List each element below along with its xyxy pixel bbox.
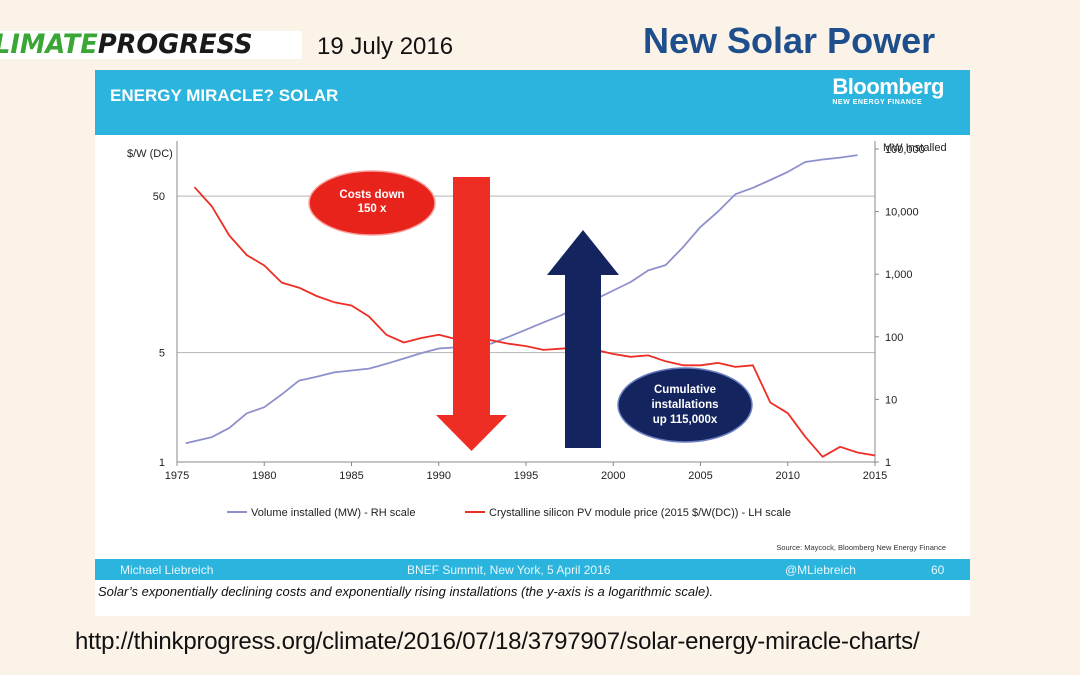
x-tick-label: 1980	[252, 470, 276, 482]
x-tick-label: 1990	[427, 470, 451, 482]
source-url[interactable]: http://thinkprogress.org/climate/2016/07…	[75, 628, 920, 655]
logo-suffix: PROGRESS	[97, 29, 253, 60]
left-axis-label: $/W (DC)	[127, 148, 173, 160]
left-tick-label: 50	[153, 191, 165, 203]
logo-prefix: LIMATE	[0, 29, 98, 60]
right-axis-label: MW Installed	[883, 142, 947, 154]
legend: Volume installed (MW) - RH scale Crystal…	[227, 507, 791, 519]
costs-down-label-2: 150 x	[358, 203, 387, 215]
gridlines	[177, 195, 875, 354]
left-tick-label: 5	[159, 348, 165, 360]
right-tick-label: 1	[885, 457, 891, 469]
slide: ENERGY MIRACLE? SOLAR Bloomberg NEW ENER…	[95, 70, 970, 616]
costs-down-label-1: Costs down	[339, 189, 404, 201]
installations-ellipse	[617, 367, 753, 443]
right-tick-labels: 100,000 10,000 1,000 100 10 1	[875, 144, 925, 469]
right-tick-label: 100	[885, 332, 903, 344]
chart: $/W (DC) MW Installed 50 5 1 100,000 10,000…	[127, 141, 947, 552]
installations-label-3: up 115,000x	[653, 414, 718, 426]
installations-label-2: installations	[651, 399, 718, 411]
footer-page-number: 60	[931, 563, 945, 577]
installations-up-arrow	[547, 230, 619, 448]
footer-author: Michael Liebreich	[120, 563, 214, 577]
series-layer	[185, 154, 876, 458]
footer-event: BNEF Summit, New York, 5 April 2016	[407, 563, 611, 577]
volume-installed-line	[185, 154, 858, 445]
slide-title: ENERGY MIRACLE? SOLAR	[110, 86, 339, 105]
costs-down-arrow	[436, 177, 507, 451]
slide-footer: Michael Liebreich BNEF Summit, New York,…	[95, 559, 970, 580]
right-tick-label: 1,000	[885, 269, 913, 281]
slide-header: ENERGY MIRACLE? SOLAR Bloomberg NEW ENER…	[95, 70, 970, 135]
x-tick-label: 2015	[863, 470, 887, 482]
page-title: New Solar Power	[643, 20, 936, 61]
legend-label-volume: Volume installed (MW) - RH scale	[251, 507, 415, 519]
x-tick-label: 2010	[776, 470, 800, 482]
footer-handle: @MLiebreich	[785, 563, 856, 577]
brand-sub: NEW ENERGY FINANCE	[832, 99, 923, 106]
x-tick-label: 2005	[688, 470, 712, 482]
legend-label-price: Crystalline silicon PV module price (201…	[489, 507, 791, 519]
figure-caption: Solar’s exponentially declining costs an…	[98, 584, 714, 599]
right-tick-label: 100,000	[885, 144, 925, 156]
climateprogress-logo: LIMATEPROGRESS	[0, 31, 302, 59]
left-tick-labels: 50 5 1	[153, 191, 165, 469]
article-date: 19 July 2016	[317, 33, 454, 60]
x-tick-labels: 1975 1980 1985 1990 1995 2000 2005 2010 2015	[165, 462, 887, 482]
right-tick-label: 10	[885, 394, 897, 406]
x-tick-label: 1985	[339, 470, 363, 482]
costs-down-ellipse	[308, 170, 436, 236]
x-tick-label: 2000	[601, 470, 625, 482]
module-price-line	[193, 186, 876, 458]
bloomberg-logo: Bloomberg NEW ENERGY FINANCE	[832, 75, 944, 107]
right-tick-label: 10,000	[885, 207, 919, 219]
x-tick-label: 1995	[514, 470, 538, 482]
left-tick-label: 1	[159, 457, 165, 469]
axes	[176, 141, 876, 463]
installations-label-1: Cumulative	[654, 384, 716, 396]
x-tick-label: 1975	[165, 470, 189, 482]
source-note: Source: Maycock, Bloomberg New Energy Fi…	[776, 543, 946, 552]
brand-name: Bloomberg	[832, 74, 944, 99]
